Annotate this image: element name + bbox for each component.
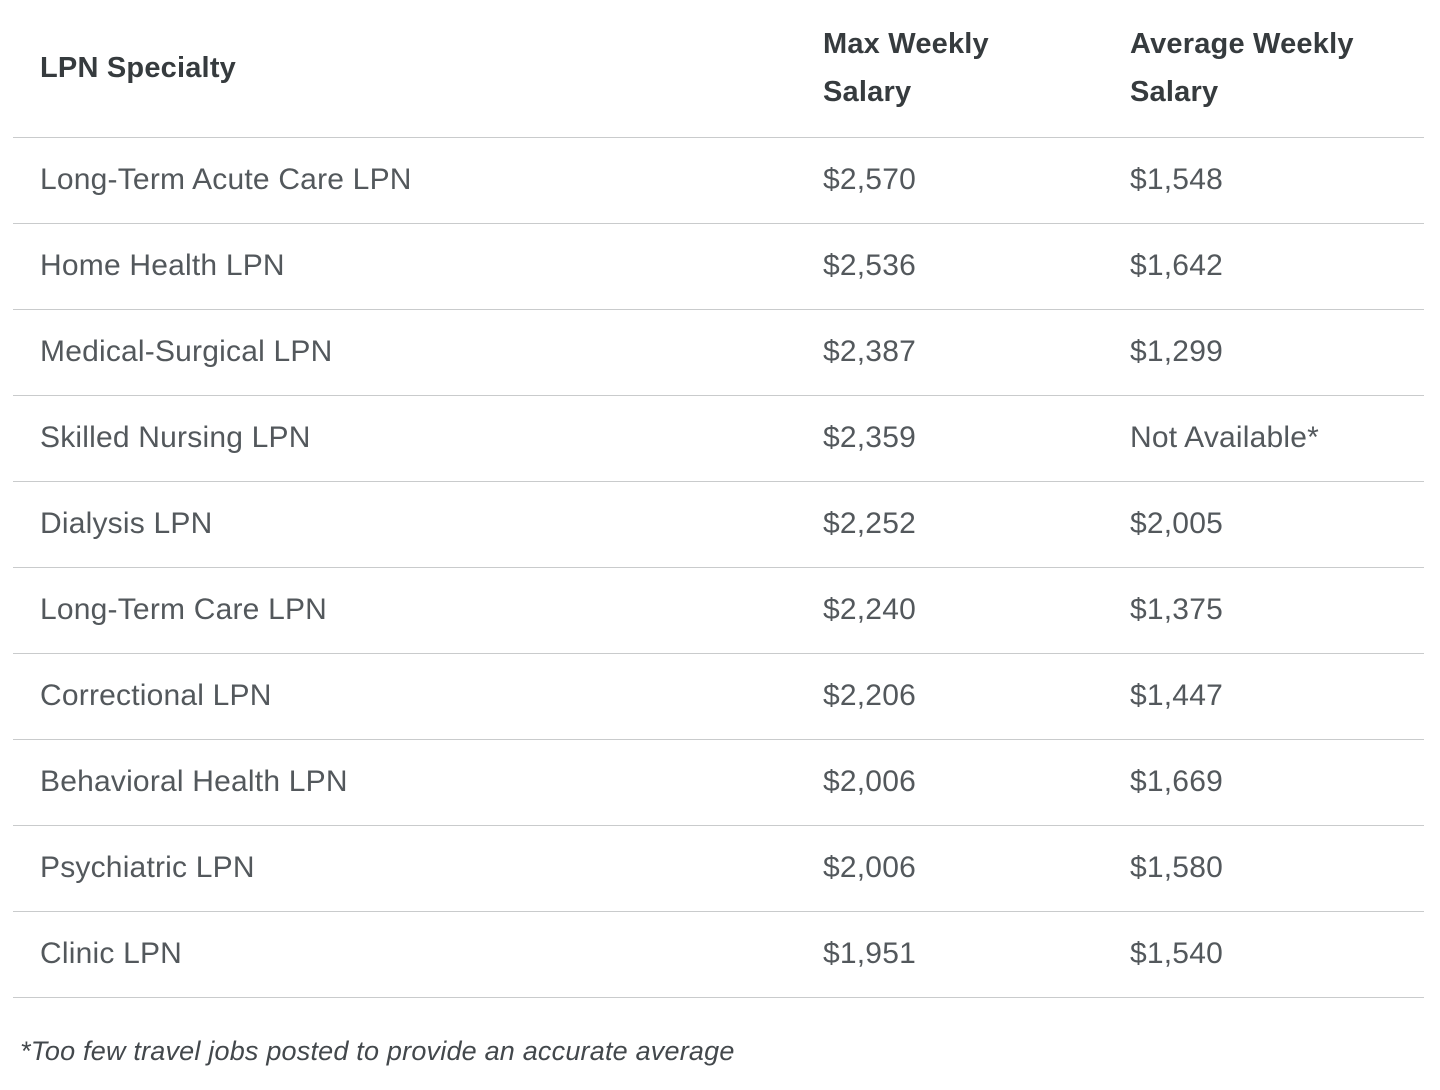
max-salary-cell: $2,240 [823, 567, 1130, 654]
table-row: Long-Term Acute Care LPN $2,570 $1,548 [13, 137, 1424, 224]
column-header-label: Max Weekly [823, 28, 989, 61]
max-salary-cell: $2,387 [823, 309, 1130, 396]
column-header-label: Salary [1130, 76, 1219, 109]
specialty-cell: Behavioral Health LPN [13, 739, 823, 826]
table-row: Home Health LPN $2,536 $1,642 [13, 223, 1424, 310]
avg-salary-cell: $1,669 [1130, 739, 1424, 826]
max-salary-cell: $2,006 [823, 825, 1130, 912]
column-header-average-weekly-salary: Average Weekly Salary [1130, 0, 1424, 138]
avg-salary-cell: $1,299 [1130, 309, 1424, 396]
column-header-label: Average Weekly [1130, 28, 1354, 61]
avg-salary-cell: $1,375 [1130, 567, 1424, 654]
specialty-cell: Psychiatric LPN [13, 825, 823, 912]
specialty-cell: Medical-Surgical LPN [13, 309, 823, 396]
column-header-label: Salary [823, 76, 912, 109]
max-salary-cell: $2,252 [823, 481, 1130, 568]
table-row: Clinic LPN $1,951 $1,540 [13, 911, 1424, 998]
specialty-cell: Long-Term Care LPN [13, 567, 823, 654]
table-row: Dialysis LPN $2,252 $2,005 [13, 481, 1424, 568]
max-salary-cell: $2,359 [823, 395, 1130, 482]
lpn-salary-table: LPN Specialty Max Weekly Salary Average … [13, 0, 1424, 998]
avg-salary-cell: $1,447 [1130, 653, 1424, 740]
column-header-specialty: LPN Specialty [13, 0, 823, 138]
table-row: Medical-Surgical LPN $2,387 $1,299 [13, 309, 1424, 396]
table-row: Correctional LPN $2,206 $1,447 [13, 653, 1424, 740]
max-salary-cell: $2,006 [823, 739, 1130, 826]
specialty-cell: Dialysis LPN [13, 481, 823, 568]
avg-salary-cell: $1,540 [1130, 911, 1424, 998]
header-row: LPN Specialty Max Weekly Salary Average … [13, 0, 1424, 138]
specialty-cell: Correctional LPN [13, 653, 823, 740]
avg-salary-cell: $1,580 [1130, 825, 1424, 912]
max-salary-cell: $2,536 [823, 223, 1130, 310]
specialty-cell: Home Health LPN [13, 223, 823, 310]
table-row: Behavioral Health LPN $2,006 $1,669 [13, 739, 1424, 826]
table-row: Long-Term Care LPN $2,240 $1,375 [13, 567, 1424, 654]
column-header-max-weekly-salary: Max Weekly Salary [823, 0, 1130, 138]
max-salary-cell: $1,951 [823, 911, 1130, 998]
max-salary-cell: $2,206 [823, 653, 1130, 740]
avg-salary-cell: $2,005 [1130, 481, 1424, 568]
specialty-cell: Clinic LPN [13, 911, 823, 998]
table-footnote: *Too few travel jobs posted to provide a… [20, 1036, 735, 1066]
avg-salary-cell: Not Available* [1130, 395, 1424, 482]
table-row: Psychiatric LPN $2,006 $1,580 [13, 825, 1424, 912]
avg-salary-cell: $1,548 [1130, 137, 1424, 224]
specialty-cell: Long-Term Acute Care LPN [13, 137, 823, 224]
specialty-cell: Skilled Nursing LPN [13, 395, 823, 482]
column-header-label: LPN Specialty [40, 52, 236, 85]
table-row: Skilled Nursing LPN $2,359 Not Available… [13, 395, 1424, 482]
avg-salary-cell: $1,642 [1130, 223, 1424, 310]
max-salary-cell: $2,570 [823, 137, 1130, 224]
